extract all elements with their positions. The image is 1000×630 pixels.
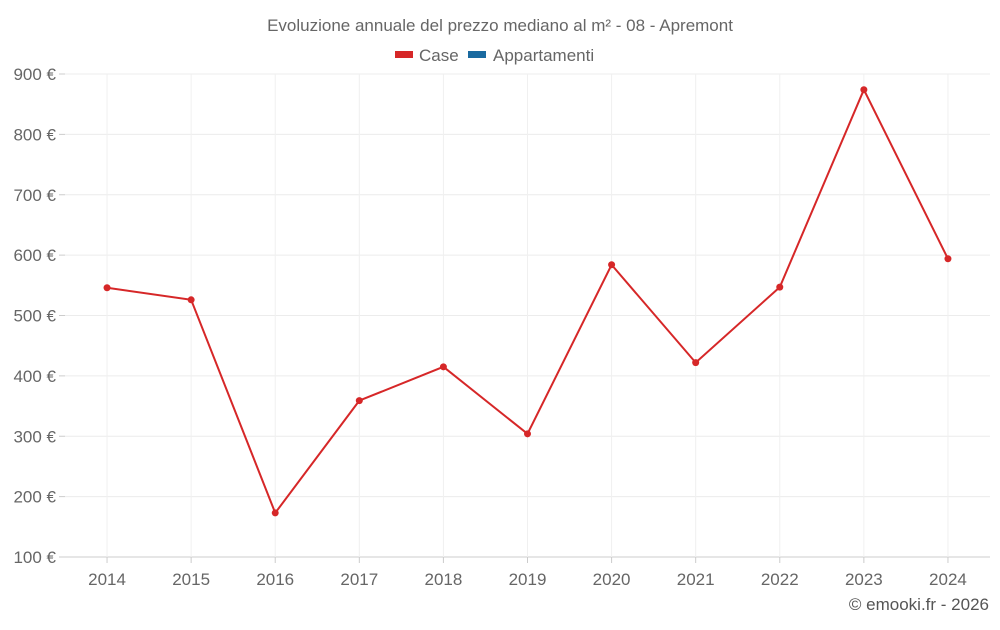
y-tick-label: 300 € <box>13 427 56 446</box>
y-tick-label: 600 € <box>13 246 56 265</box>
x-tick-label: 2022 <box>761 570 799 589</box>
legend-swatch-case <box>395 51 413 58</box>
y-tick-label: 100 € <box>13 548 56 567</box>
legend-label-case: Case <box>419 46 459 65</box>
legend-item-appartamenti[interactable]: Appartamenti <box>468 46 594 65</box>
x-tick-label: 2023 <box>845 570 883 589</box>
y-tick-label: 900 € <box>13 65 56 84</box>
x-tick-label: 2019 <box>509 570 547 589</box>
data-point <box>608 261 616 269</box>
data-point <box>103 284 111 292</box>
data-point <box>860 86 868 94</box>
y-tick-label: 500 € <box>13 307 56 326</box>
y-tick-label: 800 € <box>13 125 56 144</box>
y-axis: 100 € 200 € 300 € 400 € 500 € 600 € 700 € 800 €… <box>13 65 65 567</box>
y-tick-label: 400 € <box>13 367 56 386</box>
chart-title: Evoluzione annuale del prezzo mediano al… <box>267 16 733 35</box>
x-tick-label: 2017 <box>340 570 378 589</box>
y-tick-label: 700 € <box>13 186 56 205</box>
data-point <box>776 283 784 291</box>
x-axis: 2014 2015 2016 2017 2018 2019 2020 2021 2022 2023… <box>88 557 967 589</box>
legend-swatch-appartamenti <box>468 51 486 58</box>
data-point <box>439 363 447 371</box>
data-point <box>692 359 700 367</box>
credit-text: © emooki.fr - 2026 <box>849 595 989 614</box>
data-point <box>524 430 531 438</box>
y-tick-label: 200 € <box>13 488 56 507</box>
x-tick-label: 2015 <box>172 570 210 589</box>
data-point <box>355 397 363 405</box>
legend[interactable]: Case Appartamenti <box>395 46 594 65</box>
x-tick-label: 2016 <box>256 570 294 589</box>
data-point <box>271 509 279 517</box>
grid <box>65 73 990 558</box>
x-tick-label: 2018 <box>424 570 462 589</box>
x-tick-label: 2014 <box>88 570 126 589</box>
series-case <box>103 86 952 517</box>
x-tick-label: 2021 <box>677 570 715 589</box>
legend-label-appartamenti: Appartamenti <box>493 46 594 65</box>
legend-item-case[interactable]: Case <box>395 46 459 65</box>
data-point <box>944 255 952 263</box>
data-point <box>187 296 195 304</box>
x-tick-label: 2020 <box>593 570 631 589</box>
x-tick-label: 2024 <box>929 570 967 589</box>
